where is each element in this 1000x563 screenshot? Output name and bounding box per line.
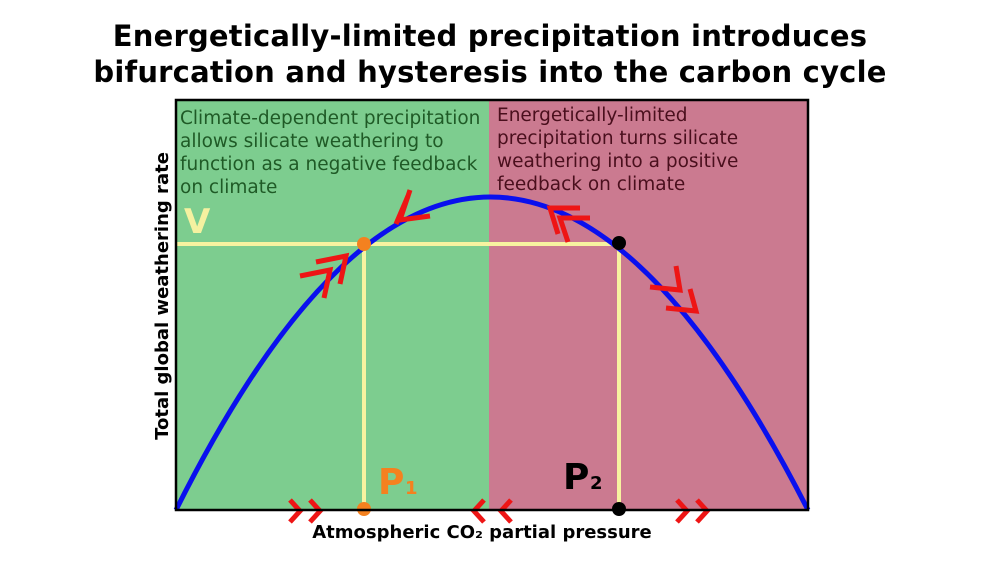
negative-feedback-region — [176, 100, 489, 510]
left-text-line: function as a negative feedback — [180, 154, 478, 175]
y-axis-label: Total global weathering rate — [152, 152, 173, 440]
right-text-line: weathering into a positive — [497, 151, 738, 172]
p2-label-main: P — [563, 457, 589, 498]
left-text-line: allows silicate weathering to — [180, 131, 444, 152]
p1-label: P 1 — [378, 462, 418, 503]
title-line-2: bifurcation and hysteresis into the carb… — [93, 55, 887, 89]
plot-frame — [174, 98, 810, 512]
unstable-equilibrium-point — [612, 236, 626, 250]
left-text-line: on climate — [180, 177, 277, 198]
positive-feedback-region — [489, 100, 809, 510]
right-text-line: Energetically-limited — [497, 105, 688, 126]
p2-label-sub: 2 — [590, 473, 603, 494]
stable-equilibrium-point — [357, 237, 371, 251]
right-text-line: precipitation turns silicate — [497, 128, 738, 149]
right-text-line: feedback on climate — [497, 174, 685, 195]
p1-label-sub: 1 — [405, 478, 418, 499]
left-text-line: Climate-dependent precipitation — [180, 108, 480, 129]
weathering-curve — [173, 194, 811, 512]
p2-label: P 2 — [563, 457, 603, 498]
title-line-1: Energetically-limited precipitation intr… — [112, 19, 868, 53]
v-label: V — [184, 202, 211, 242]
double-chevron-arrow-icon — [546, 205, 590, 243]
double-chevron-arrow-icon — [299, 252, 350, 299]
x-axis-label: Atmospheric CO₂ partial pressure — [312, 522, 652, 543]
double-chevron-arrow-icon — [649, 265, 700, 314]
negative-feedback-description: Climate-dependent precipitation allows s… — [180, 108, 486, 198]
positive-feedback-description: Energetically-limited precipitation turn… — [497, 105, 744, 195]
diagram-title: Energetically-limited precipitation intr… — [0, 18, 980, 90]
p1-label-main: P — [378, 462, 404, 503]
double-chevron-arrow-icon — [393, 195, 411, 225]
